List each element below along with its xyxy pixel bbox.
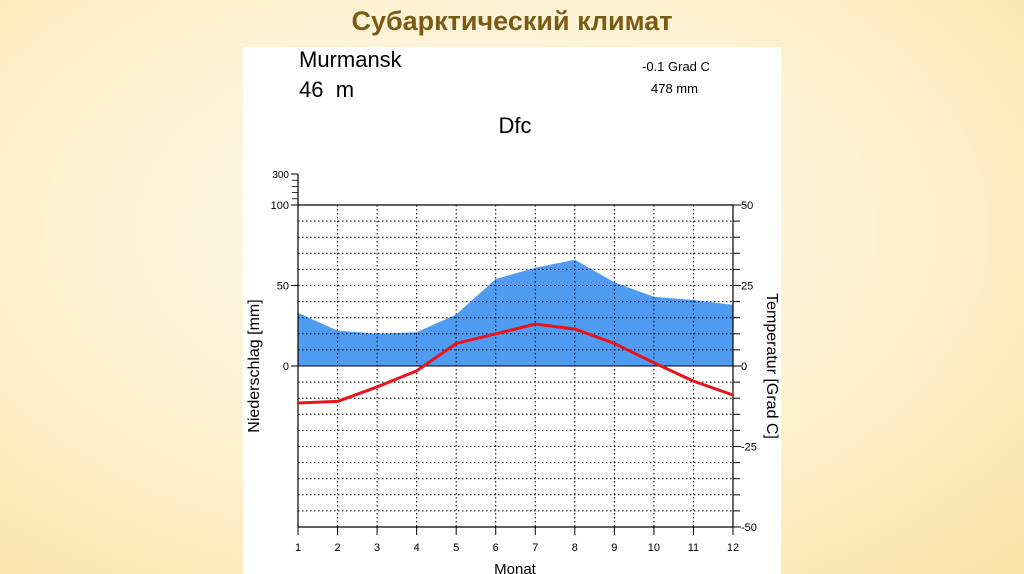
month-label: 5 (453, 542, 459, 554)
month-label: 11 (688, 542, 699, 554)
month-label: 12 (727, 542, 739, 554)
month-label: 8 (572, 542, 578, 554)
temperature-point (296, 401, 300, 405)
temperature-line (297, 322, 734, 405)
temperature-point (454, 342, 458, 345)
month-label: 6 (493, 542, 499, 554)
precipitation-area (298, 259, 733, 366)
annual-precipitation: 478 mm (651, 81, 698, 96)
climate-class: Dfc (499, 113, 532, 138)
right-axis-label: Temperatur [Grad C] (763, 293, 780, 439)
slide-title: Субарктический климат (351, 6, 673, 36)
annual-temperature: -0.1 Grad C (642, 59, 710, 74)
temperature-point (731, 393, 735, 397)
left-tick-label: 0 (283, 361, 289, 373)
temperature-point (494, 332, 497, 335)
temperature-point (652, 361, 656, 364)
left-axis-label: Niederschlag [mm] (246, 299, 263, 432)
station-name: Murmansk (299, 47, 403, 72)
left-tick-label: 100 (271, 200, 289, 212)
temperature-point (415, 369, 418, 373)
right-tick-label: 50 (741, 200, 753, 212)
temperature-point (613, 342, 616, 345)
right-tick-label: -25 (741, 442, 757, 454)
left-tick-label: 300 (272, 170, 289, 181)
right-tick-label: 25 (741, 281, 753, 293)
right-tick-label: 0 (741, 361, 747, 373)
right-tick-label: -50 (741, 522, 757, 534)
month-label: 3 (374, 542, 380, 554)
month-label: 1 (295, 542, 301, 554)
month-label: 9 (611, 542, 617, 554)
temperature-point (692, 379, 695, 383)
month-label: 7 (532, 542, 538, 554)
left-tick-label: 50 (277, 281, 289, 293)
month-label: 10 (648, 542, 660, 554)
temperature-point (534, 322, 537, 326)
x-axis-label: Monat (494, 561, 537, 574)
station-elevation: 46 m (299, 77, 354, 102)
temperature-point (375, 385, 379, 389)
month-label: 2 (334, 542, 340, 554)
temperature-point (573, 327, 577, 331)
temperature-point (336, 400, 339, 403)
month-label: 4 (414, 542, 420, 554)
